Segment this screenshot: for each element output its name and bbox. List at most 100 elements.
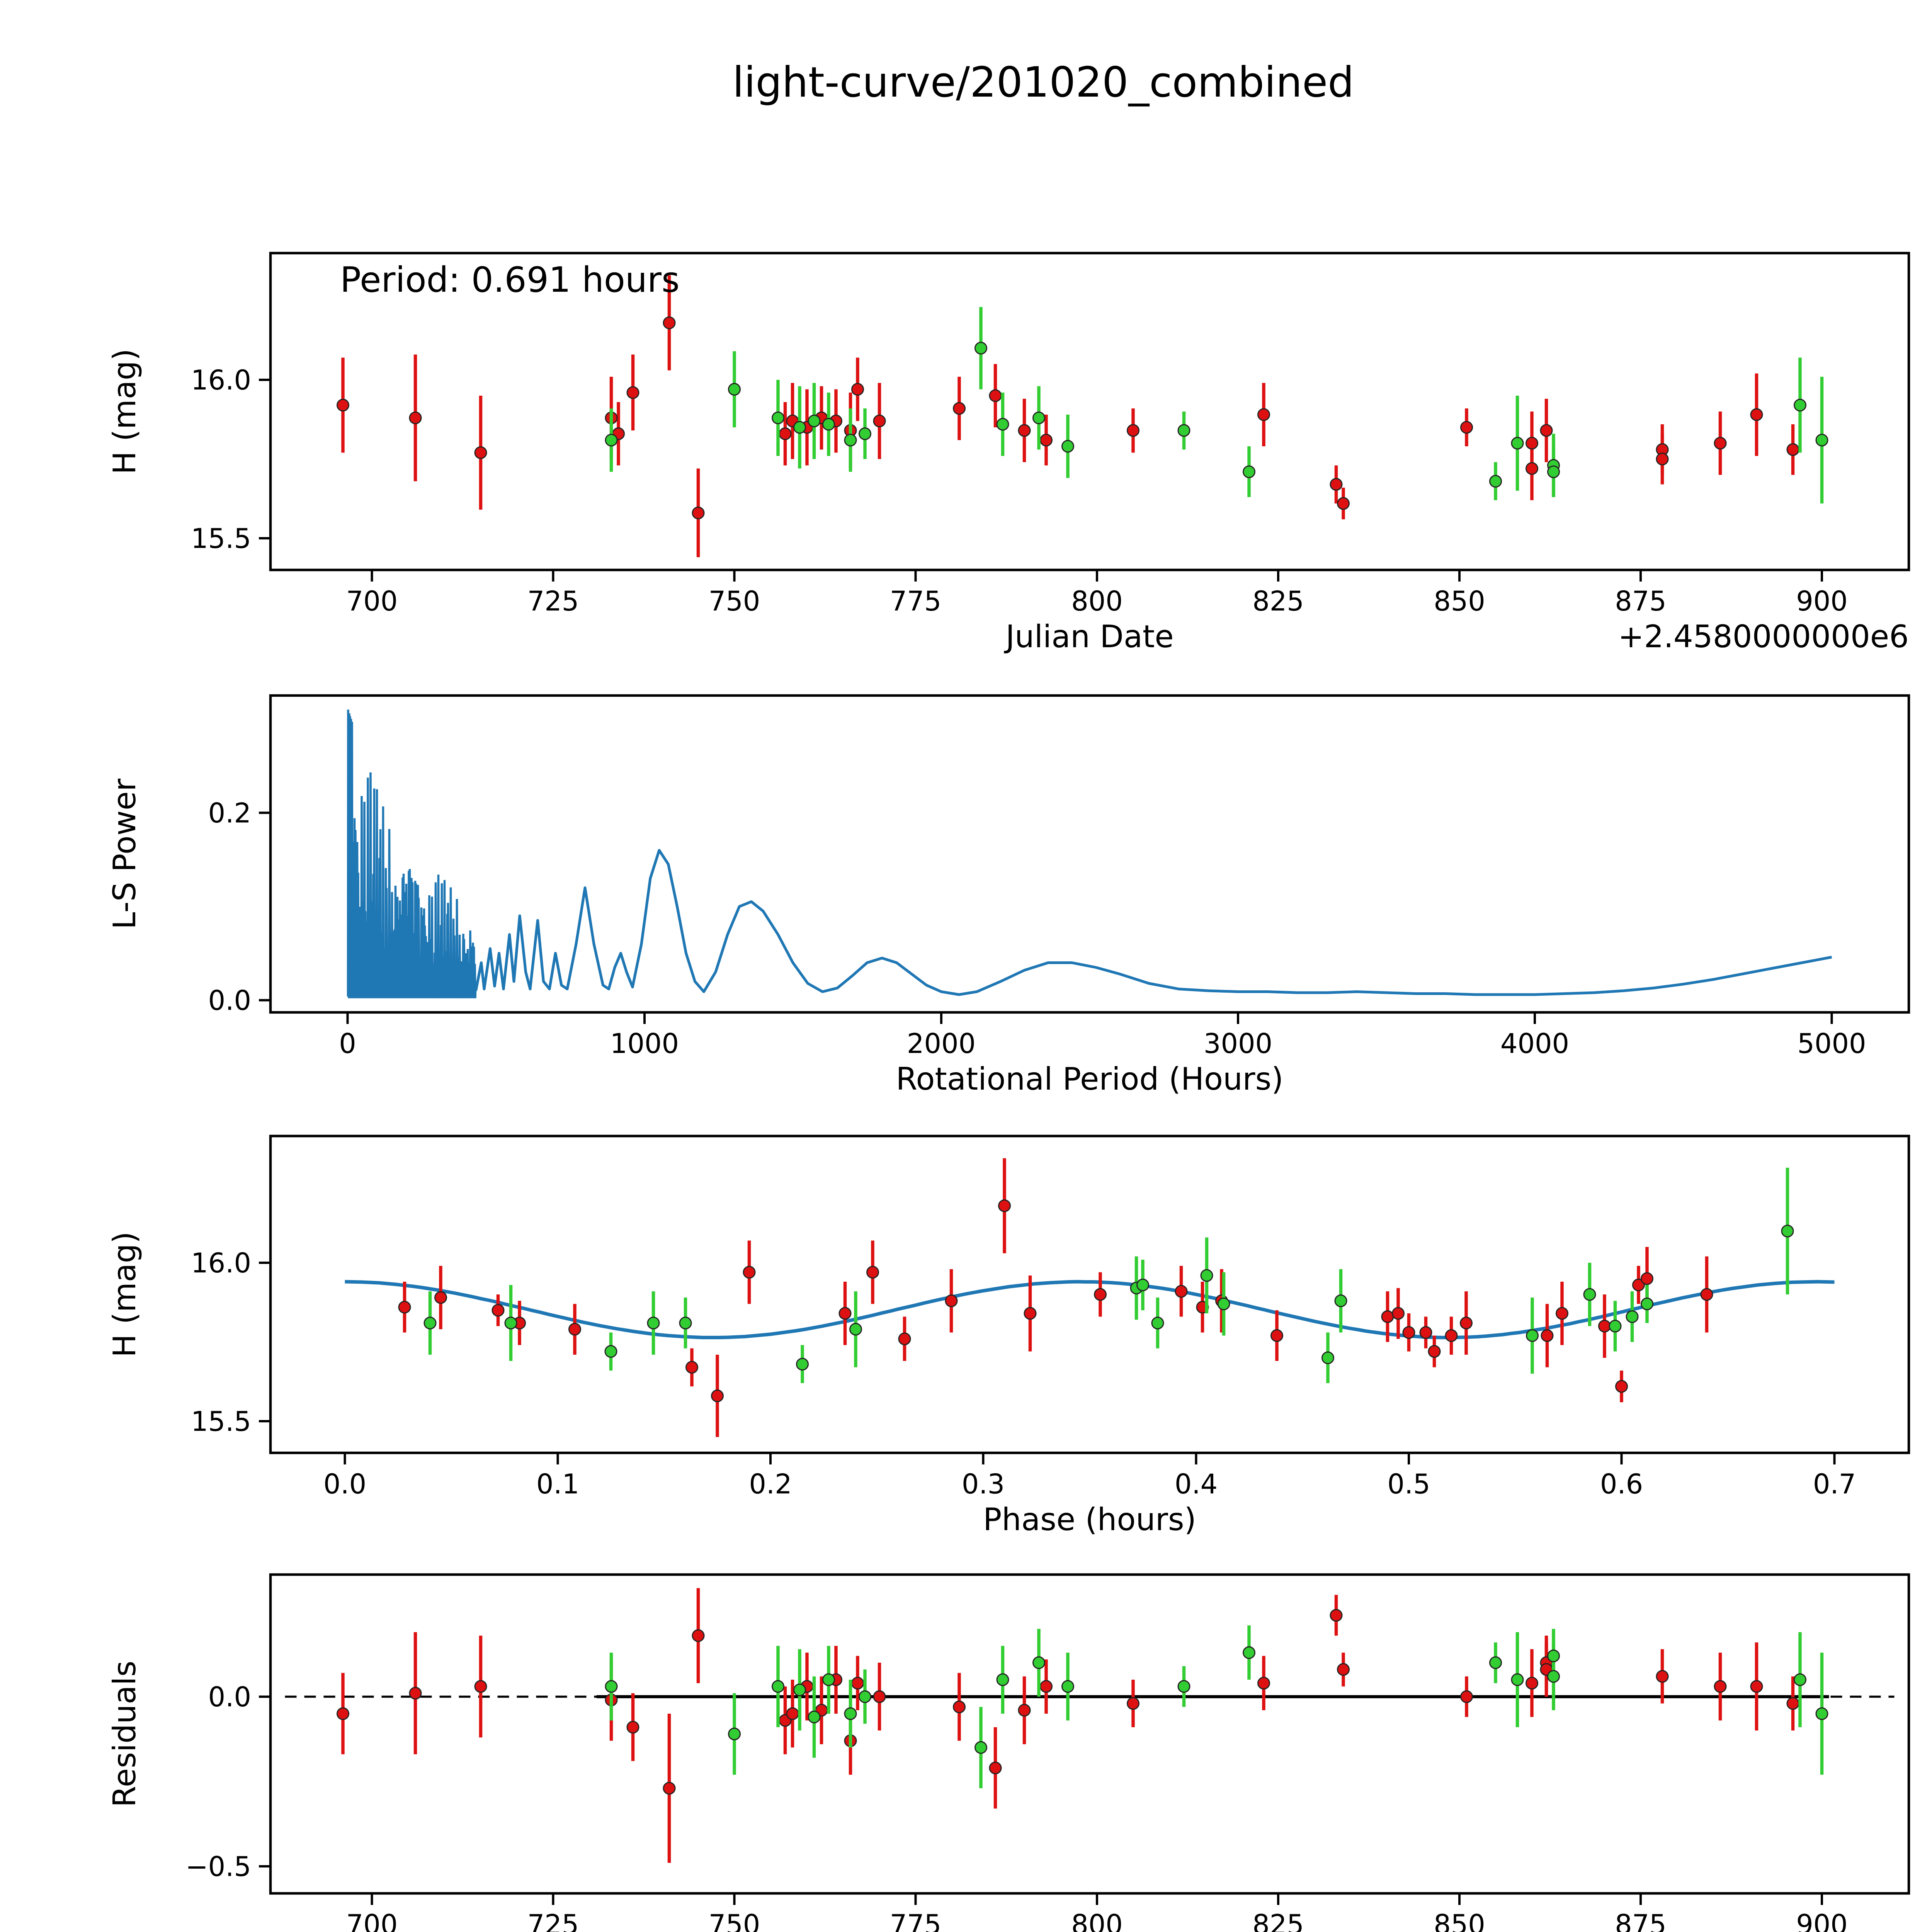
data-point <box>851 1677 864 1690</box>
data-point <box>772 412 785 425</box>
x-tick-label: 825 <box>1252 1909 1304 1932</box>
data-point <box>1583 1288 1596 1301</box>
panel-residuals: 700725750775800825850875900−0.50.0Julian… <box>107 1573 1910 1932</box>
data-point <box>1460 421 1473 434</box>
data-point <box>1257 408 1270 421</box>
data-point <box>1151 1316 1164 1330</box>
data-point <box>1024 1307 1037 1320</box>
data-point <box>492 1304 505 1317</box>
data-point <box>1381 1310 1394 1323</box>
data-point <box>1547 1649 1560 1662</box>
jd-lightcurve-green-points <box>605 307 1828 504</box>
x-tick-label: 825 <box>1252 585 1304 617</box>
data-point <box>1526 462 1539 475</box>
data-point <box>1460 1316 1473 1330</box>
x-tick-label: 900 <box>1796 1909 1848 1932</box>
data-point <box>337 1707 349 1720</box>
sinusoid-fit-line <box>345 1280 1835 1339</box>
data-point <box>779 427 792 440</box>
data-point <box>873 1690 886 1703</box>
data-point <box>711 1389 724 1402</box>
data-point <box>1781 1225 1794 1238</box>
panel-phase-folded: 0.0 0.1 0.2 0.3 0.4 0.5 0.6 0.7 15.5 16.0 Phase (h… <box>107 1134 1910 1537</box>
data-point <box>1445 1329 1458 1342</box>
data-point <box>568 1323 581 1336</box>
data-point <box>898 1332 911 1345</box>
data-point <box>1337 1663 1350 1676</box>
data-point <box>1460 1690 1473 1703</box>
x-tick-label: 5000 <box>1797 1028 1866 1060</box>
x-tick-label: 0.7 <box>1813 1468 1856 1500</box>
data-point <box>975 342 988 355</box>
x-tick-label: 775 <box>890 585 942 617</box>
data-point <box>1419 1326 1432 1339</box>
axes-frame <box>269 1573 1910 1895</box>
x-tick-label: 875 <box>1615 1909 1667 1932</box>
data-point <box>822 418 835 431</box>
y-axis-label: L-S Power <box>107 779 143 929</box>
data-point <box>793 1684 806 1697</box>
data-point <box>1750 1680 1763 1693</box>
x-tick-label: 4000 <box>1500 1028 1569 1060</box>
periodogram-curve <box>474 849 1832 996</box>
panel-periodogram: 0 1000 2000 3000 4000 5000 0.0 0.2 Rotational Pe… <box>107 694 1910 1097</box>
data-point <box>1177 424 1190 437</box>
data-point <box>1786 443 1799 456</box>
y-axis-label: Residuals <box>107 1661 143 1808</box>
data-point <box>822 1673 835 1686</box>
data-point <box>647 1316 660 1330</box>
x-tick-label: 0.6 <box>1600 1468 1643 1500</box>
data-point <box>1656 452 1669 466</box>
y-axis-label: H (mag) <box>107 1231 143 1357</box>
data-point <box>1598 1320 1611 1333</box>
x-tick-label: 700 <box>346 585 398 617</box>
data-point <box>1032 1656 1046 1669</box>
x-tick-label: 0.0 <box>323 1468 366 1500</box>
data-point <box>1609 1320 1622 1333</box>
data-point <box>337 398 349 412</box>
data-point <box>1257 1677 1270 1690</box>
y-tick-label: 15.5 <box>191 1406 251 1437</box>
y-tick-label: 0.0 <box>208 1681 251 1713</box>
residuals-green-points <box>605 1625 1828 1788</box>
x-tick-label: 0.2 <box>749 1468 792 1500</box>
data-point <box>605 434 618 447</box>
data-point <box>772 1680 785 1693</box>
period-annotation: Period: 0.691 hours <box>340 260 680 300</box>
y-tick-label: 16.0 <box>191 364 251 396</box>
y-tick-label: −0.5 <box>185 1851 251 1883</box>
data-point <box>692 507 705 519</box>
data-point <box>808 414 821 427</box>
data-point <box>989 1761 1002 1774</box>
x-tick-label: 900 <box>1796 585 1848 617</box>
data-point <box>1061 440 1075 453</box>
axes-frame <box>269 252 1910 571</box>
data-point <box>1243 1646 1255 1659</box>
data-point <box>1032 412 1046 425</box>
x-tick-label: 700 <box>346 1909 398 1932</box>
data-point <box>996 418 1009 431</box>
data-point <box>844 1707 857 1720</box>
data-point <box>409 412 422 425</box>
data-point <box>1489 475 1502 488</box>
x-axis-label: Phase (hours) <box>983 1502 1196 1537</box>
data-point <box>1392 1307 1405 1320</box>
data-point <box>626 1721 639 1734</box>
data-point <box>838 1307 852 1320</box>
residuals-red-points <box>337 1588 1799 1863</box>
x-tick-label: 800 <box>1071 1909 1123 1932</box>
data-point <box>423 1316 437 1330</box>
periodogram-dense-region <box>347 709 477 998</box>
x-tick-label: 800 <box>1071 585 1123 617</box>
x-tick-label: 0.1 <box>536 1468 579 1500</box>
x-axis-label: Rotational Period (Hours) <box>896 1061 1284 1097</box>
data-point <box>786 1707 799 1720</box>
data-point <box>1337 497 1350 510</box>
data-point <box>866 1266 879 1279</box>
data-point <box>844 434 857 447</box>
data-point <box>873 414 886 427</box>
data-point <box>1641 1272 1653 1285</box>
data-point <box>1321 1351 1334 1364</box>
data-point <box>1040 434 1053 447</box>
